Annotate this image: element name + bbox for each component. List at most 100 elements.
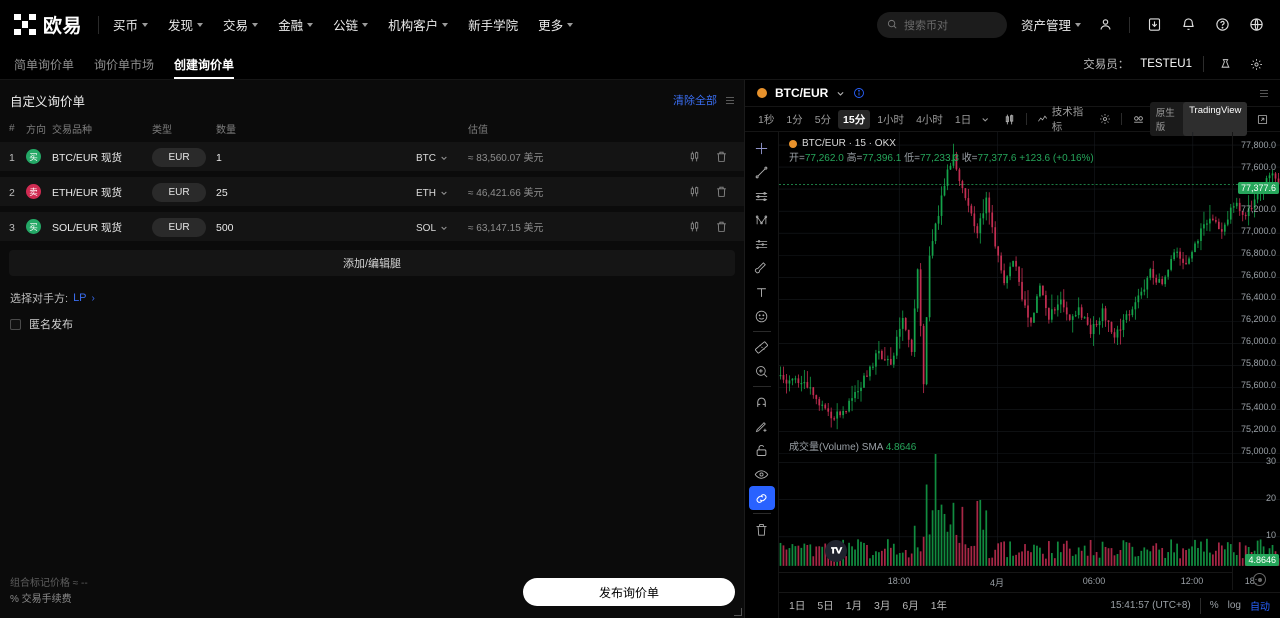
auto-scale-button[interactable]: 自动 bbox=[1250, 602, 1270, 613]
trash-icon[interactable] bbox=[715, 150, 728, 163]
cell-direction[interactable]: 买 bbox=[26, 142, 52, 171]
table-row[interactable]: 1 买 BTC/EUR 现货 › EUR 1 BTC ≈ 83,560.07 美… bbox=[0, 142, 744, 171]
type-pill[interactable]: EUR bbox=[152, 217, 206, 237]
zoom-in-icon[interactable] bbox=[749, 359, 775, 383]
user-icon[interactable] bbox=[1095, 15, 1115, 35]
search-input[interactable]: 搜索币对 bbox=[876, 11, 1007, 38]
indicators-button[interactable]: 技术指标 bbox=[1034, 104, 1094, 134]
cell-currency[interactable]: ETH bbox=[416, 177, 468, 206]
cell-type[interactable]: EUR bbox=[152, 212, 216, 241]
nav-item-finance[interactable]: 金融 bbox=[278, 15, 314, 34]
time-axis[interactable]: 18:00 4月 06:00 12:00 18: bbox=[779, 572, 1257, 590]
magnet-icon[interactable] bbox=[749, 390, 775, 414]
time-axis-settings-icon[interactable] bbox=[1253, 573, 1266, 586]
info-icon[interactable] bbox=[853, 87, 865, 99]
timeframe-1s[interactable]: 1秒 bbox=[758, 113, 775, 126]
range-1y[interactable]: 1年 bbox=[930, 600, 948, 612]
timeframe-1m[interactable]: 1分 bbox=[786, 113, 803, 126]
cell-symbol-picker[interactable]: › bbox=[102, 177, 152, 206]
currency-select[interactable]: BTC bbox=[416, 153, 448, 164]
publish-rfq-button[interactable]: 发布询价单 bbox=[523, 578, 735, 606]
download-icon[interactable] bbox=[1144, 15, 1164, 35]
trash-icon[interactable] bbox=[749, 517, 775, 541]
direction-badge-buy[interactable]: 买 bbox=[26, 149, 41, 164]
link-icon[interactable] bbox=[748, 486, 775, 510]
bell-icon[interactable] bbox=[1178, 15, 1198, 35]
add-edit-leg-button[interactable]: 添加/编辑腿 bbox=[9, 250, 735, 276]
chevron-down-icon[interactable] bbox=[981, 115, 989, 124]
chart-pair-label[interactable]: BTC/EUR bbox=[775, 86, 829, 100]
range-3m[interactable]: 3月 bbox=[874, 600, 891, 612]
view-native-option[interactable]: 原生版 bbox=[1155, 108, 1175, 133]
chevron-down-icon[interactable] bbox=[836, 89, 845, 98]
cell-type[interactable]: EUR bbox=[152, 177, 216, 206]
trash-icon[interactable] bbox=[715, 185, 728, 198]
direction-badge-buy[interactable]: 买 bbox=[26, 219, 41, 234]
help-icon[interactable] bbox=[1212, 15, 1232, 35]
compare-button[interactable] bbox=[1129, 113, 1148, 126]
brand-logo[interactable]: 欧易 bbox=[14, 11, 82, 38]
view-tradingview-option[interactable]: TradingView bbox=[1183, 102, 1248, 136]
cell-type[interactable]: EUR bbox=[152, 142, 216, 171]
timeframe-1d[interactable]: 1日 bbox=[954, 113, 972, 126]
fullscreen-icon[interactable] bbox=[1253, 109, 1272, 129]
timeframe-5m[interactable]: 5分 bbox=[814, 113, 832, 126]
tab-simple-rfq[interactable]: 简单询价单 bbox=[14, 57, 75, 72]
resize-handle[interactable] bbox=[734, 608, 742, 616]
cell-direction[interactable]: 买 bbox=[26, 212, 52, 241]
price-axis[interactable]: 77,800.0 77,600.0 77,377.6 77,200.0 77,0… bbox=[1232, 132, 1280, 590]
emoji-icon[interactable] bbox=[749, 304, 775, 328]
crosshair-icon[interactable] bbox=[749, 136, 775, 160]
cell-quantity[interactable]: 500 bbox=[216, 212, 416, 241]
nav-item-trade[interactable]: 交易 bbox=[223, 15, 259, 34]
eye-icon[interactable] bbox=[749, 462, 775, 486]
horizontal-lines-icon[interactable] bbox=[749, 184, 775, 208]
candlestick-icon[interactable] bbox=[688, 150, 701, 163]
nav-item-discover[interactable]: 发现 bbox=[168, 15, 204, 34]
brush-icon[interactable] bbox=[749, 256, 775, 280]
chevron-right-icon[interactable]: › bbox=[102, 187, 106, 199]
tab-create-rfq[interactable]: 创建询价单 bbox=[174, 49, 235, 79]
type-pill[interactable]: EUR bbox=[152, 182, 206, 202]
cell-currency[interactable]: SOL bbox=[416, 212, 468, 241]
quantity-value[interactable]: 1 bbox=[216, 151, 222, 164]
globe-icon[interactable] bbox=[1246, 15, 1266, 35]
quantity-value[interactable]: 500 bbox=[216, 221, 234, 234]
nav-item-more[interactable]: 更多 bbox=[538, 15, 574, 34]
nav-item-buy[interactable]: 买币 bbox=[113, 15, 149, 34]
nav-item-academy[interactable]: 新手学院 bbox=[468, 15, 518, 34]
direction-badge-sell[interactable]: 卖 bbox=[26, 184, 41, 199]
counterparty-value[interactable]: LP bbox=[73, 292, 87, 304]
trash-icon[interactable] bbox=[715, 220, 728, 233]
cell-symbol-picker[interactable]: › bbox=[102, 212, 152, 241]
lock-icon[interactable] bbox=[749, 438, 775, 462]
log-scale-button[interactable]: log bbox=[1227, 600, 1241, 611]
table-row[interactable]: 3 买 SOL/EUR 现货 › EUR 500 SOL ≈ 63,147.15… bbox=[0, 212, 744, 241]
text-icon[interactable] bbox=[749, 280, 775, 304]
candlestick-icon[interactable] bbox=[688, 220, 701, 233]
cell-symbol[interactable]: SOL/EUR 现货 bbox=[52, 212, 122, 241]
ruler-icon[interactable] bbox=[749, 335, 775, 359]
range-6m[interactable]: 6月 bbox=[902, 600, 919, 612]
currency-select[interactable]: SOL bbox=[416, 223, 448, 234]
timeframe-15m[interactable]: 15分 bbox=[838, 109, 871, 129]
tab-rfq-market[interactable]: 询价单市场 bbox=[94, 57, 155, 72]
currency-select[interactable]: ETH bbox=[416, 188, 448, 199]
anonymous-publish-row[interactable]: 匿名发布 bbox=[0, 306, 744, 332]
chart-settings-button[interactable] bbox=[1096, 113, 1114, 125]
range-1m[interactable]: 1月 bbox=[845, 600, 863, 612]
timeframe-4h[interactable]: 4小时 bbox=[916, 113, 943, 126]
clear-all-button[interactable]: 清除全部 bbox=[673, 95, 717, 107]
chart-menu-icon[interactable] bbox=[1260, 89, 1268, 97]
assets-menu[interactable]: 资产管理 bbox=[1021, 15, 1081, 34]
timeframe-1h[interactable]: 1小时 bbox=[877, 113, 905, 126]
candlestick-icon[interactable] bbox=[688, 185, 701, 198]
fib-retracement-icon[interactable] bbox=[749, 232, 775, 256]
pitchfork-icon[interactable] bbox=[749, 208, 775, 232]
range-5d[interactable]: 5日 bbox=[817, 600, 834, 612]
cell-symbol[interactable]: BTC/EUR 现货 bbox=[52, 142, 122, 171]
nav-item-institutional[interactable]: 机构客户 bbox=[388, 15, 449, 34]
cell-quantity[interactable]: 1 bbox=[216, 142, 416, 171]
table-row[interactable]: 2 卖 ETH/EUR 现货 › EUR 25 ETH ≈ 46,421.66 … bbox=[0, 177, 744, 206]
cell-symbol[interactable]: ETH/EUR 现货 bbox=[52, 177, 122, 206]
